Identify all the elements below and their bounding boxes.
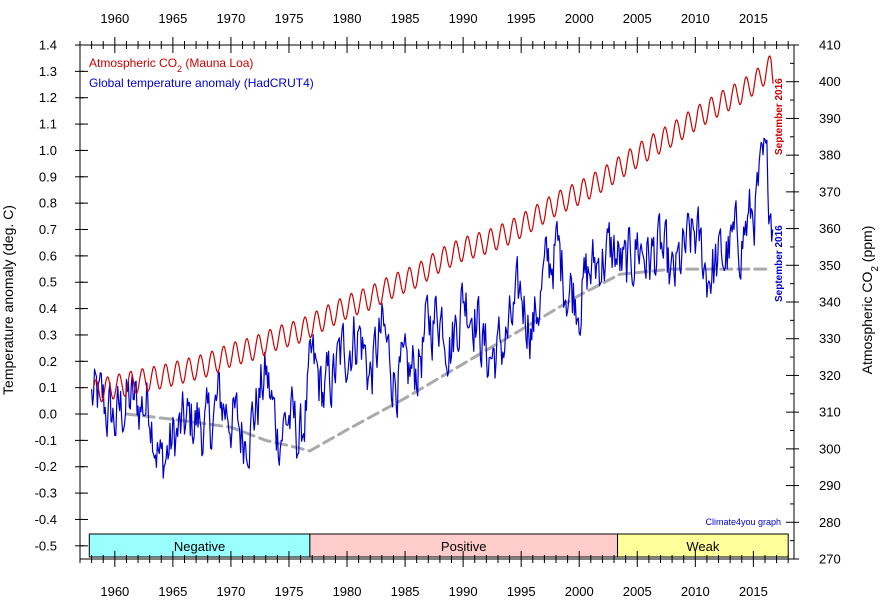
y-left-tick-label: 1.3 (39, 64, 57, 79)
legend-co2-main: Atmospheric CO (89, 56, 177, 70)
x-tick-label-top: 1960 (100, 11, 129, 26)
annotation-co2-date: September 2016 (774, 78, 785, 155)
y-left-tick-label: -0.1 (35, 433, 57, 448)
x-tick-label-top: 1970 (216, 11, 245, 26)
y-right-tick-label: 360 (819, 221, 841, 236)
x-tick-label-bottom: 1960 (100, 584, 129, 599)
series-co2-line (93, 55, 774, 403)
x-tick-label-top: 2010 (681, 11, 710, 26)
y-left-tick-label: 1.0 (39, 143, 57, 158)
y-axis-right-label: Atmospheric CO2 (ppm) (859, 226, 880, 375)
x-tick-label-top: 2000 (565, 11, 594, 26)
y-axis-left-label: Temperature anomaly (deg. C) (0, 205, 16, 395)
x-tick-label-bottom: 2005 (623, 584, 652, 599)
x-axis-top: 1960 1965 1970 1975 1980 1985 1990 1995 2000 2005… (79, 11, 789, 53)
y-left-tick-label: 1.4 (39, 38, 57, 53)
y-left-tick-label: 0.2 (39, 354, 57, 369)
y-left-tick-label: 0.6 (39, 248, 57, 263)
y-left-tick-label: 0.4 (39, 301, 57, 316)
x-tick-label-bottom: 1965 (158, 584, 187, 599)
y-right-tick-label: 390 (819, 111, 841, 126)
y-axis-right-label-main: Atmospheric CO (859, 272, 875, 375)
y-right-tick-label: 410 (819, 38, 841, 53)
x-tick-label-top: 1965 (158, 11, 187, 26)
x-tick-label-bottom: 2015 (739, 584, 768, 599)
plot-frame (79, 44, 795, 560)
x-tick-label-bottom: 1975 (275, 584, 304, 599)
y-axis-right-label-sub: 2 (870, 266, 880, 272)
phase-label-positive: Positive (441, 539, 487, 554)
legend-co2-tail: (Mauna Loa) (182, 56, 253, 70)
y-left-tick-label: 0.0 (39, 407, 57, 422)
phase-label-weak: Weak (686, 539, 719, 554)
y-right-tick-label: 300 (819, 441, 841, 456)
x-tick-label-bottom: 1995 (507, 584, 536, 599)
y-right-tick-label: 320 (819, 368, 841, 383)
y-axis-right: 270 280 290 300 310 320 330 340 350 360 370 380 390 4… (786, 38, 841, 567)
y-right-tick-label: 310 (819, 405, 841, 420)
x-tick-label-top: 2005 (623, 11, 652, 26)
y-left-tick-label: -0.4 (35, 512, 57, 527)
x-tick-label-bottom: 2010 (681, 584, 710, 599)
legend-co2: Atmospheric CO2 (Mauna Loa) (89, 56, 253, 74)
y-right-tick-label: 280 (819, 515, 841, 530)
x-tick-label-bottom: 2000 (565, 584, 594, 599)
series-temperature-line (91, 137, 774, 479)
y-right-tick-label: 340 (819, 295, 841, 310)
phase-segment-weak (617, 533, 789, 558)
annotation-temp-date: September 2016 (774, 225, 785, 302)
y-right-tick-label: 380 (819, 148, 841, 163)
legend-temperature: Global temperature anomaly (HadCRUT4) (89, 76, 314, 90)
x-tick-label-bottom: 1980 (333, 584, 362, 599)
y-right-tick-label: 330 (819, 331, 841, 346)
x-tick-label-bottom: 1970 (216, 584, 245, 599)
y-left-tick-label: -0.3 (35, 486, 57, 501)
y-left-tick-label: -0.2 (35, 459, 57, 474)
phase-label-negative: Negative (174, 539, 225, 554)
x-tick-label-top: 1985 (391, 11, 420, 26)
y-left-tick-label: 1.2 (39, 90, 57, 105)
y-right-tick-label: 400 (819, 74, 841, 89)
x-tick-label-top: 1975 (275, 11, 304, 26)
y-left-tick-label: -0.5 (35, 538, 57, 553)
series-layer (91, 55, 774, 479)
y-axis-left: -0.5 -0.4 -0.3 -0.2 -0.1 0.0 0.1 0.2 0.3 0.4 0.5 0.… (35, 38, 88, 553)
x-tick-label-bottom: 1985 (391, 584, 420, 599)
y-right-tick-label: 370 (819, 184, 841, 199)
y-right-tick-label: 350 (819, 258, 841, 273)
y-left-tick-label: 0.1 (39, 380, 57, 395)
legend-co2-sub: 2 (177, 64, 182, 74)
phase-bar: Negative Positive Weak (88, 533, 789, 558)
plot-area: Negative Positive Weak (79, 44, 795, 560)
credit-text: Climate4you graph (705, 517, 781, 527)
y-right-tick-label: 270 (819, 552, 841, 567)
x-tick-label-top: 1995 (507, 11, 536, 26)
y-right-tick-label: 290 (819, 478, 841, 493)
y-left-tick-label: 1.1 (39, 117, 57, 132)
y-axis-right-label-unit: (ppm) (859, 226, 875, 266)
x-tick-label-top: 1990 (449, 11, 478, 26)
y-left-tick-label: 0.5 (39, 275, 57, 290)
x-tick-label-bottom: 1990 (449, 584, 478, 599)
x-axis-bottom: 1960 1965 1970 1975 1980 1985 1990 1995 2000 2005… (79, 551, 789, 599)
y-left-tick-label: 0.9 (39, 169, 57, 184)
y-left-tick-label: 0.8 (39, 196, 57, 211)
y-left-tick-label: 0.3 (39, 327, 57, 342)
x-tick-label-top: 1980 (333, 11, 362, 26)
y-left-tick-label: 0.7 (39, 222, 57, 237)
x-tick-label-top: 2015 (739, 11, 768, 26)
